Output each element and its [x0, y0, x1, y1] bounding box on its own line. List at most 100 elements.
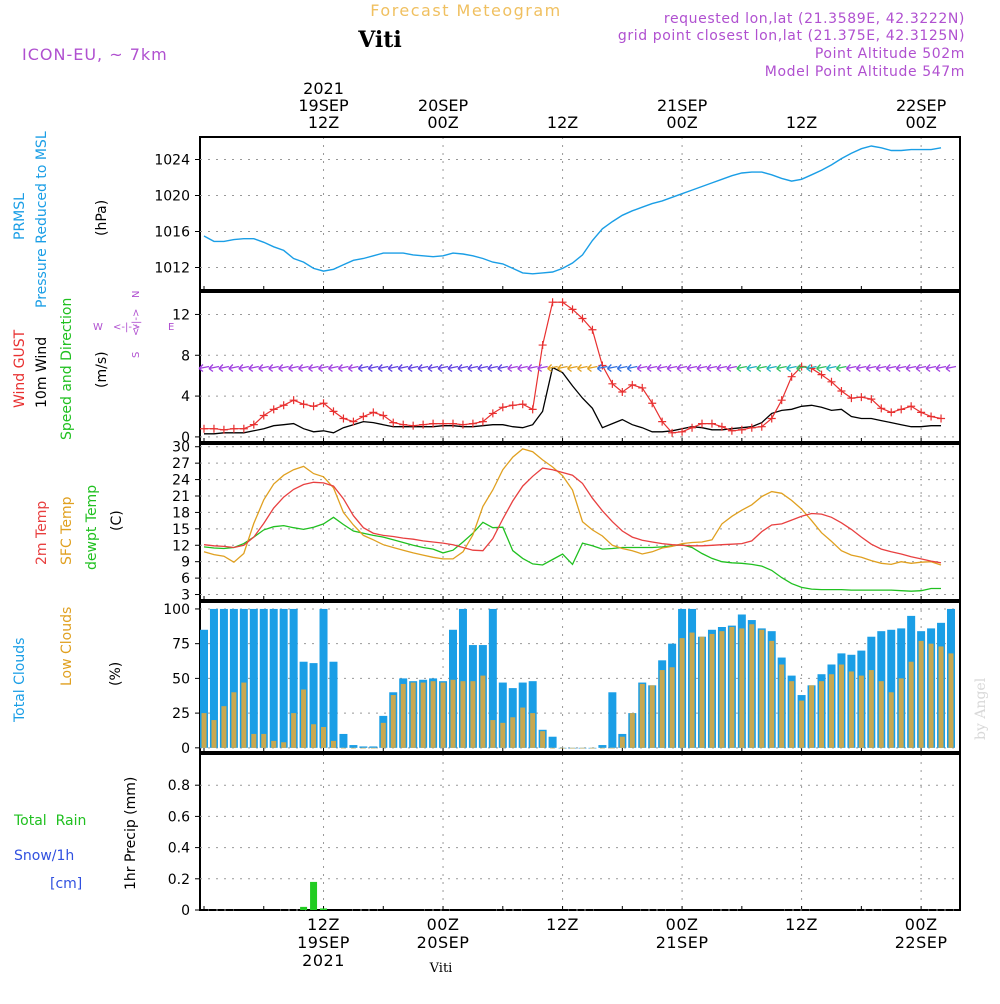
arrow-shape — [487, 364, 498, 373]
wind-direction-arrow — [835, 364, 847, 373]
low-cloud-bar — [779, 664, 785, 748]
arrow-shape — [288, 364, 299, 373]
gust-marker — [200, 424, 208, 433]
wind-direction-arrow — [776, 364, 787, 373]
arrow-shape — [577, 364, 588, 373]
arrow-shape — [935, 364, 947, 373]
clouds-series — [200, 608, 955, 749]
low-cloud-bar — [261, 733, 267, 748]
arrow-shape — [855, 364, 867, 373]
gust-marker — [478, 417, 487, 426]
low-cloud-bar — [669, 667, 675, 748]
rain-bar — [320, 908, 328, 910]
wind-direction-arrow — [905, 364, 917, 373]
wind-series — [198, 298, 957, 437]
wind-direction-arrow — [298, 364, 309, 373]
watermark: by Angel — [973, 677, 989, 740]
y-tick-label: 0.6 — [168, 809, 190, 825]
pressure-series — [203, 145, 942, 275]
wind-direction-arrow — [278, 364, 289, 373]
y-tick-label: 27 — [172, 456, 190, 472]
low-cloud-bar — [938, 646, 944, 748]
panel-frame-p — [199, 136, 961, 291]
time-label: 12Z — [546, 915, 579, 934]
arrow-shape — [417, 364, 429, 373]
gust-marker — [857, 393, 866, 402]
low-cloud-bar — [579, 747, 585, 749]
wind-direction-arrow — [706, 364, 718, 373]
pressure-panel: PRMSL Pressure Reduced to MSL (hPa) 1012… — [12, 131, 960, 308]
low-cloud-bar — [689, 632, 695, 748]
wind-direction-arrow — [606, 364, 618, 373]
gust-marker — [508, 401, 517, 410]
wind-direction-arrow — [806, 364, 817, 373]
gust-marker — [757, 422, 766, 431]
gust-marker — [279, 401, 288, 410]
wind-direction-arrow — [387, 364, 399, 373]
location-name: Viti — [357, 27, 402, 53]
wind-direction-arrow — [228, 364, 240, 373]
low-cloud-bar — [749, 624, 755, 748]
total-cloud-bar — [359, 746, 368, 748]
total-cloud-bar — [598, 745, 607, 748]
arrow-shape — [337, 364, 349, 373]
wind-direction-arrow — [716, 364, 728, 373]
low-cloud-bar — [589, 747, 595, 749]
low-cloud-bar — [211, 720, 217, 748]
gust-marker — [877, 404, 886, 413]
temperature-panel: 2m Temp SFC Temp dewpt Temp (C) 36912151… — [34, 440, 960, 604]
y-tick-label: 0 — [181, 430, 190, 446]
grid-point-coords: grid point closest lon,lat (21.375E, 42.… — [618, 28, 965, 44]
total-cloud-bar — [259, 608, 268, 748]
low-cloud-bar — [540, 731, 546, 748]
low-cloud-bar — [550, 747, 556, 749]
time-label: 00Z — [427, 915, 460, 934]
arrow-shape — [806, 364, 817, 373]
low-cloud-bar — [380, 722, 386, 748]
sfc-temp-label: SFC Temp — [59, 496, 75, 565]
gust-marker — [588, 325, 597, 334]
wind-direction-arrow — [288, 364, 299, 373]
gust-marker — [668, 428, 677, 437]
arrow-shape — [238, 364, 249, 373]
time-label: 20SEP — [417, 933, 470, 952]
low-cloud-bar — [520, 707, 526, 748]
arrow-shape — [407, 364, 419, 373]
wind-direction-arrow — [596, 364, 608, 373]
arrow-shape — [905, 364, 917, 373]
total-cloud-bar — [498, 682, 507, 748]
low-cloud-bar — [251, 733, 257, 748]
y-tick-label: 21 — [172, 489, 190, 505]
low-cloud-bar — [659, 670, 665, 748]
low-cloud-bar — [639, 683, 645, 748]
wind-direction-arrow — [875, 364, 887, 373]
total-cloud-bar — [548, 736, 557, 748]
wind-direction-arrow — [845, 364, 857, 373]
time-label: 00Z — [905, 915, 938, 934]
precip-series — [200, 881, 960, 911]
low-cloud-bar — [868, 670, 874, 748]
footer-location: Viti — [429, 961, 453, 976]
rain-bar — [300, 906, 308, 910]
wind-direction-arrow — [318, 364, 329, 373]
wind-direction-arrow — [377, 364, 389, 373]
pressure-label: Pressure Reduced to MSL — [34, 131, 50, 308]
arrow-shape — [497, 364, 508, 373]
gust-marker — [847, 394, 856, 403]
low-cloud-bar — [619, 736, 625, 748]
wind-panel: Wind GUST 10m Wind Speed and Direction (… — [12, 291, 960, 446]
low-cloud-bar — [888, 692, 894, 748]
wind-direction-arrow — [746, 364, 757, 373]
arrow-shape — [676, 364, 688, 373]
gust-marker — [379, 411, 388, 420]
wind-direction-arrow — [636, 364, 648, 373]
compass-s: S — [131, 352, 142, 358]
y-tick-label: 0.2 — [168, 872, 190, 888]
gust-marker — [359, 412, 368, 421]
arrow-shape — [507, 364, 518, 373]
low-cloud-bar — [878, 681, 884, 748]
total-cloud-bar — [887, 629, 896, 748]
gust-marker — [498, 403, 507, 412]
wind-direction-arrow — [218, 364, 230, 373]
